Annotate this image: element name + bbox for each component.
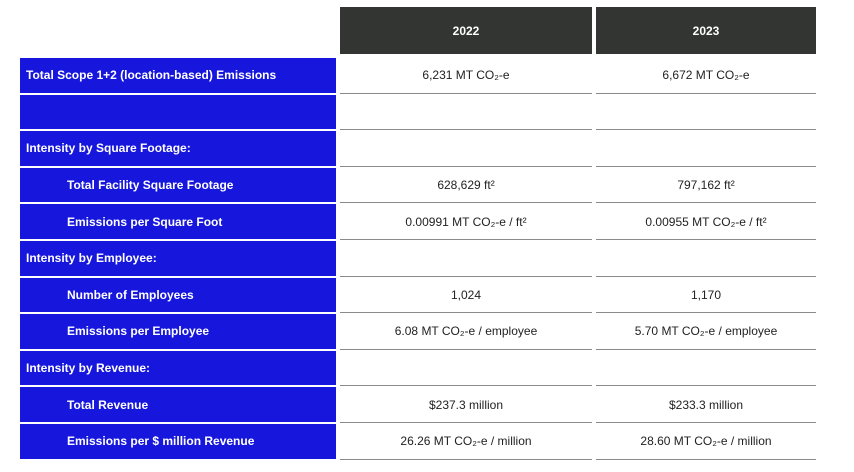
value-cell: 6.08 MT CO₂-e / employee [340, 314, 592, 350]
value-cell: 5.70 MT CO₂-e / employee [596, 314, 816, 350]
value-cell: 1,170 [596, 277, 816, 314]
value-cell [596, 241, 816, 277]
row-label: Total Scope 1+2 (location-based) Emissio… [20, 58, 336, 93]
value-cell [596, 350, 816, 387]
column-header: 2022 [340, 7, 592, 54]
value-cell [340, 131, 592, 167]
value-cell: 1,024 [340, 277, 592, 314]
value-cell [596, 131, 816, 167]
row-label: Emissions per Employee [20, 314, 336, 349]
row-label: Intensity by Square Footage: [20, 131, 336, 166]
value-cell [340, 241, 592, 277]
row-label: Total Facility Square Footage [20, 167, 336, 203]
value-cell: $237.3 million [340, 387, 592, 423]
value-cell: 26.26 MT CO₂-e / million [340, 424, 592, 460]
row-label: Emissions per $ million Revenue [20, 424, 336, 459]
value-cell: 0.00955 MT CO₂-e / ft² [596, 204, 816, 240]
row-label [20, 94, 336, 130]
value-cell: 6,672 MT CO₂-e [596, 58, 816, 94]
row-label: Emissions per Square Foot [20, 204, 336, 239]
value-cell [596, 94, 816, 131]
value-cell: 6,231 MT CO₂-e [340, 58, 592, 94]
row-label: Total Revenue [20, 387, 336, 422]
value-cell: 28.60 MT CO₂-e / million [596, 424, 816, 460]
value-cell [340, 94, 592, 131]
row-label: Intensity by Employee: [20, 241, 336, 276]
value-cell: 797,162 ft² [596, 167, 816, 204]
value-cell: 628,629 ft² [340, 167, 592, 204]
row-label: Number of Employees [20, 277, 336, 313]
column-header: 2023 [596, 7, 816, 54]
value-cell [340, 350, 592, 387]
value-cell: 0.00991 MT CO₂-e / ft² [340, 204, 592, 240]
value-cell: $233.3 million [596, 387, 816, 423]
row-label: Intensity by Revenue: [20, 350, 336, 386]
